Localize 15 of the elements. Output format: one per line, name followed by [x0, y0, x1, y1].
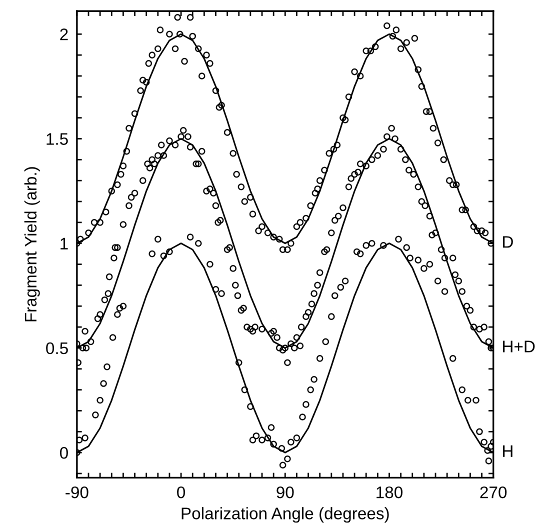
y-tick-label: 0 [60, 446, 68, 459]
x-axis-title: Polarization Angle (degrees) [182, 507, 389, 523]
y-tick-label: 2 [60, 28, 68, 40]
x-tick-label: 270 [480, 486, 507, 498]
y-axis-title: Fragment Yield (arb.) [24, 167, 40, 322]
y-tick-label: 1 [60, 238, 68, 250]
x-tick-label: 90 [276, 486, 294, 498]
x-tick-label: 180 [376, 486, 402, 498]
y-tick-label: 0.5 [46, 342, 68, 354]
x-tick-label: 0 [177, 486, 186, 498]
legend-label: H+D [503, 340, 535, 352]
legend-label: H [503, 445, 512, 457]
x-tick-label: -90 [66, 486, 88, 498]
y-tick-label: 1.5 [46, 133, 68, 145]
legend-label: D [503, 236, 513, 248]
